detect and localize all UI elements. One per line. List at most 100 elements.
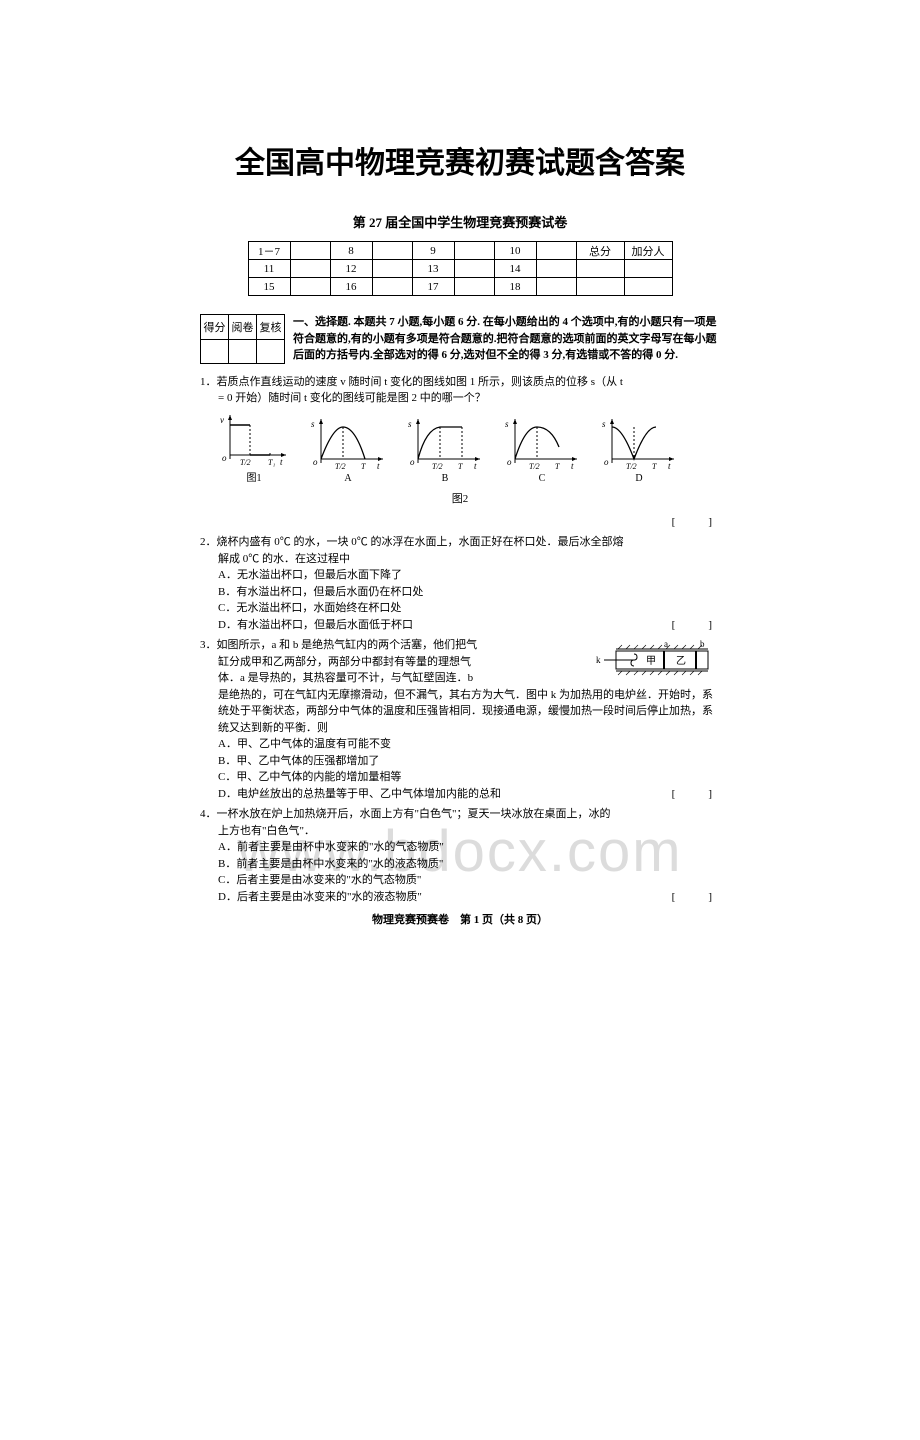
svg-text:o: o bbox=[507, 457, 512, 467]
graph-d: s o T/2 T t D bbox=[600, 415, 678, 484]
cell: 16 bbox=[330, 278, 372, 296]
q3-l4: 是绝热的，可在气缸内无摩擦滑动，但不漏气，其右方为大气．图中 k 为加热用的电炉… bbox=[200, 687, 720, 737]
answer-bracket: [ ] bbox=[672, 514, 712, 531]
cell: 9 bbox=[412, 242, 454, 260]
q4-opt-d: D．后者主要是由冰变来的"水的液态物质"[ ] bbox=[200, 889, 720, 906]
cell: 8 bbox=[330, 242, 372, 260]
cell bbox=[576, 260, 624, 278]
question-1: 1．若质点作直线运动的速度 v 随时间 t 变化的图线如图 1 所示，则该质点的… bbox=[200, 374, 720, 407]
instruction-row: 得分 阅卷 复核 一、选择题. 本题共 7 小题,每小题 6 分. 在每小题给出… bbox=[200, 314, 720, 364]
question-3: a b k 甲 乙 bbox=[200, 637, 720, 802]
cell: 总分 bbox=[576, 242, 624, 260]
svg-text:t: t bbox=[668, 461, 671, 471]
svg-text:t: t bbox=[474, 461, 477, 471]
q3-opt-b: B．甲、乙中气体的压强都增加了 bbox=[200, 753, 720, 770]
cell bbox=[372, 260, 412, 278]
cell bbox=[290, 242, 330, 260]
graph-label: D bbox=[600, 473, 678, 484]
q3-figure: a b k 甲 乙 bbox=[596, 639, 714, 685]
cell bbox=[290, 260, 330, 278]
cell bbox=[576, 278, 624, 296]
page-footer: 物理竞赛预赛卷 第 1 页（共 8 页） bbox=[200, 911, 720, 927]
q2-opt-b: B．有水溢出杯口，但最后水面仍在杯口处 bbox=[200, 584, 720, 601]
graph-label: A bbox=[309, 473, 387, 484]
graph-label: 图1 bbox=[218, 469, 290, 484]
svg-text:o: o bbox=[313, 457, 318, 467]
svg-text:s: s bbox=[505, 419, 509, 429]
svg-text:乙: 乙 bbox=[676, 655, 686, 667]
fig2-label: 图2 bbox=[200, 490, 720, 506]
q2-stem: 2．烧杯内盛有 0℃ 的水，一块 0℃ 的冰浮在水面上，水面正好在杯口处．最后冰… bbox=[200, 534, 720, 551]
svg-text:v: v bbox=[220, 415, 224, 425]
svg-text:s: s bbox=[408, 419, 412, 429]
svg-text:T: T bbox=[361, 462, 366, 471]
reviewer-box: 得分 阅卷 复核 bbox=[200, 314, 285, 364]
cell bbox=[454, 278, 494, 296]
cell bbox=[372, 278, 412, 296]
q4-stem: 4．一杯水放在炉上加热烧开后，水面上方有"白色气"；夏天一块冰放在桌面上，冰的 bbox=[200, 806, 720, 823]
cell: 11 bbox=[248, 260, 290, 278]
svg-text:T/2: T/2 bbox=[529, 462, 540, 471]
q3-opt-c: C．甲、乙中气体的内能的增加量相等 bbox=[200, 769, 720, 786]
graph-a: s o T/2 T t A bbox=[309, 415, 387, 484]
table-row: 1－7 8 9 10 总分 加分人 bbox=[248, 242, 672, 260]
document-content: 第 27 届全国中学生物理竞赛预赛试卷 1－7 8 9 10 总分 加分人 11… bbox=[200, 212, 720, 927]
svg-text:T: T bbox=[652, 462, 657, 471]
q2-opt-c: C．无水溢出杯口，水面始终在杯口处 bbox=[200, 600, 720, 617]
page-title: 全国高中物理竞赛初赛试题含答案 bbox=[0, 138, 920, 182]
table-row: 11 12 13 14 bbox=[248, 260, 672, 278]
cell: 15 bbox=[248, 278, 290, 296]
svg-text:T: T bbox=[458, 462, 463, 471]
svg-text:T: T bbox=[555, 462, 560, 471]
cell: 加分人 bbox=[624, 242, 672, 260]
cell: 17 bbox=[412, 278, 454, 296]
svg-text:T₁: T₁ bbox=[268, 458, 275, 467]
q1-graphs: v o T/2 T₁ t 图1 s o T/2 T t A bbox=[218, 411, 678, 484]
cell: 1－7 bbox=[248, 242, 290, 260]
cell bbox=[229, 339, 257, 363]
svg-text:k: k bbox=[596, 655, 601, 665]
section-instructions: 一、选择题. 本题共 7 小题,每小题 6 分. 在每小题给出的 4 个选项中,… bbox=[293, 314, 720, 364]
svg-text:T/2: T/2 bbox=[432, 462, 443, 471]
q4-opt-a: A．前者主要是由杯中水变来的"水的气态物质" bbox=[200, 839, 720, 856]
cell: 13 bbox=[412, 260, 454, 278]
cell: 阅卷 bbox=[229, 315, 257, 340]
svg-text:T/2: T/2 bbox=[240, 458, 251, 467]
q3-opt-a: A．甲、乙中气体的温度有可能不变 bbox=[200, 736, 720, 753]
svg-text:o: o bbox=[604, 457, 609, 467]
subtitle: 第 27 届全国中学生物理竞赛预赛试卷 bbox=[200, 212, 720, 231]
cell bbox=[536, 260, 576, 278]
answer-bracket: [ ] bbox=[672, 617, 712, 634]
cell bbox=[454, 260, 494, 278]
svg-text:t: t bbox=[377, 461, 380, 471]
q1-stem: 1．若质点作直线运动的速度 v 随时间 t 变化的图线如图 1 所示，则该质点的… bbox=[200, 374, 720, 391]
graph-label: B bbox=[406, 473, 484, 484]
cell bbox=[290, 278, 330, 296]
table-row: 15 16 17 18 bbox=[248, 278, 672, 296]
cell: 10 bbox=[494, 242, 536, 260]
svg-text:o: o bbox=[410, 457, 415, 467]
svg-text:t: t bbox=[280, 457, 283, 467]
q1-stem2: = 0 开始）随时间 t 变化的图线可能是图 2 中的哪一个？ bbox=[200, 390, 720, 407]
svg-text:s: s bbox=[311, 419, 315, 429]
question-2: 2．烧杯内盛有 0℃ 的水，一块 0℃ 的冰浮在水面上，水面正好在杯口处．最后冰… bbox=[200, 534, 720, 633]
cell: 14 bbox=[494, 260, 536, 278]
cell bbox=[624, 260, 672, 278]
q4-opt-b: B．前者主要是由杯中水变来的"水的液态物质" bbox=[200, 856, 720, 873]
cell bbox=[201, 339, 229, 363]
graph-label: C bbox=[503, 473, 581, 484]
svg-text:s: s bbox=[602, 419, 606, 429]
cell: 12 bbox=[330, 260, 372, 278]
svg-text:o: o bbox=[222, 453, 227, 463]
q4-opt-c: C．后者主要是由冰变来的"水的气态物质" bbox=[200, 872, 720, 889]
cell: 18 bbox=[494, 278, 536, 296]
q2-stem2: 解成 0℃ 的水．在这过程中 bbox=[200, 551, 720, 568]
svg-text:t: t bbox=[571, 461, 574, 471]
svg-text:b: b bbox=[700, 639, 705, 649]
svg-text:甲: 甲 bbox=[646, 656, 656, 667]
svg-text:T/2: T/2 bbox=[626, 462, 637, 471]
q4-stem2: 上方也有"白色气"． bbox=[200, 823, 720, 840]
cell bbox=[624, 278, 672, 296]
graph-fig1: v o T/2 T₁ t 图1 bbox=[218, 411, 290, 484]
score-table: 1－7 8 9 10 总分 加分人 11 12 13 14 15 16 bbox=[248, 241, 673, 296]
